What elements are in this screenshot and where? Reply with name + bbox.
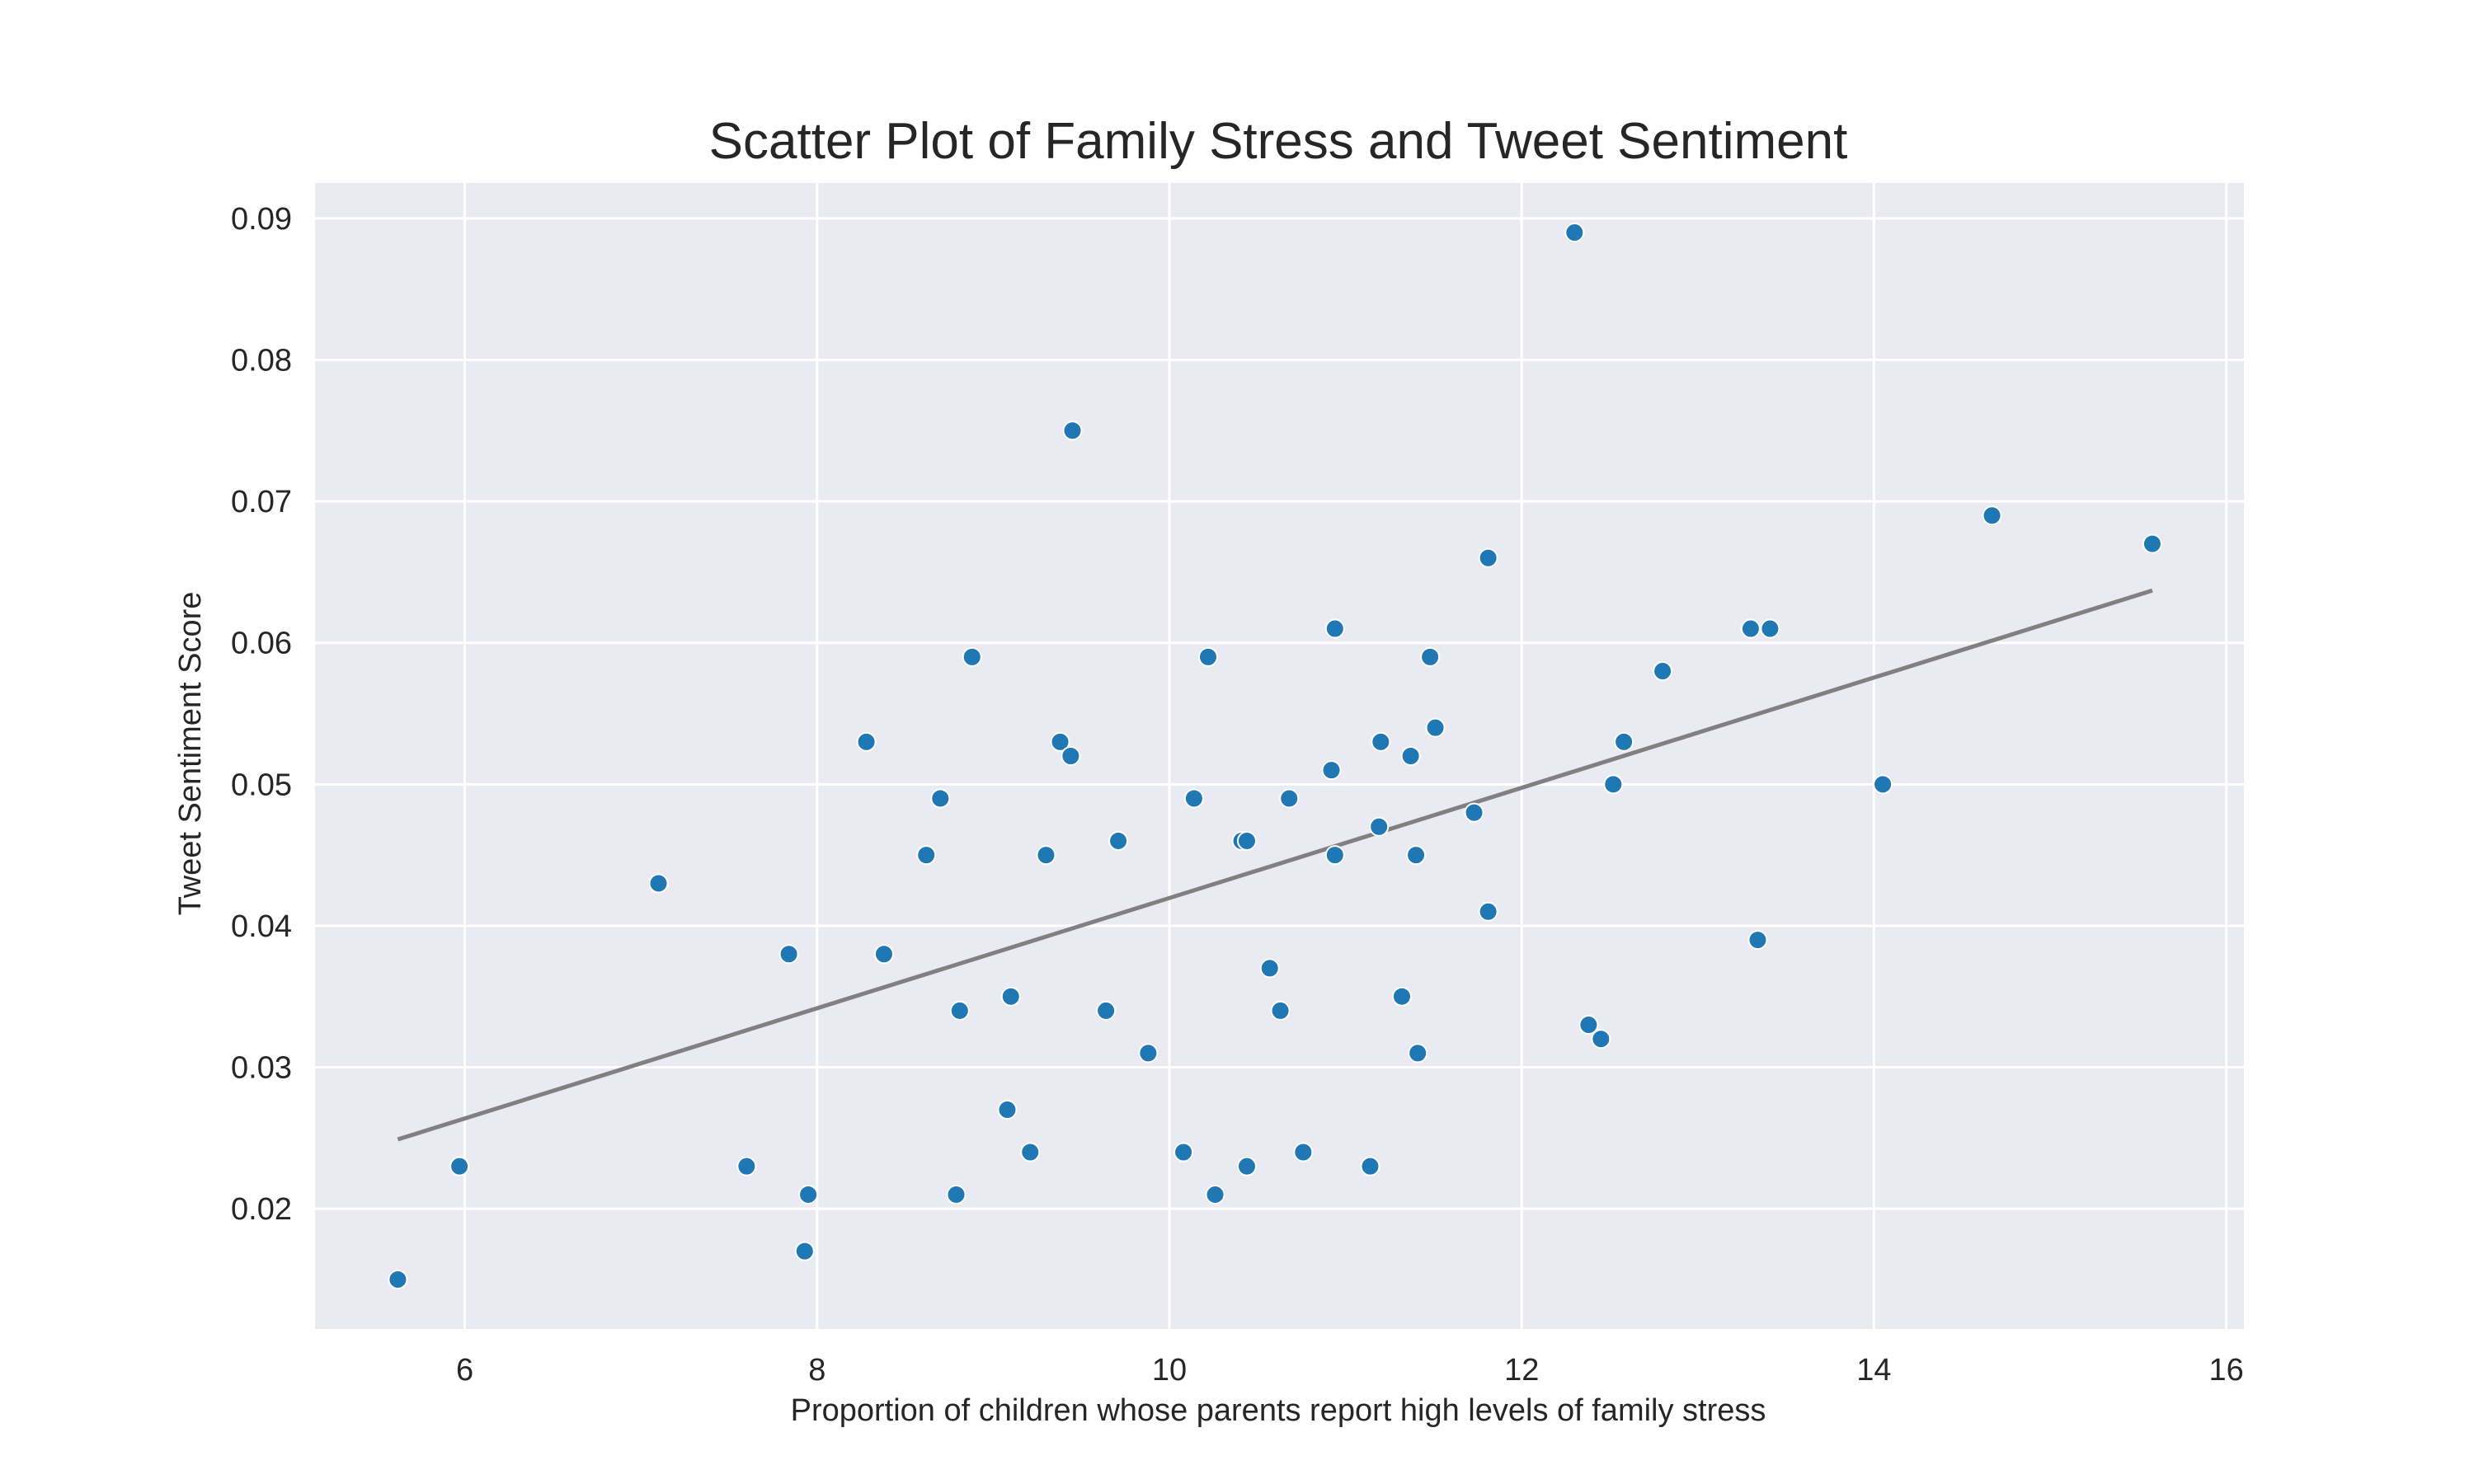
data-point	[648, 873, 669, 894]
data-point	[1391, 986, 1412, 1007]
data-point	[916, 845, 937, 866]
data-point	[1321, 760, 1342, 781]
chart-title: Scatter Plot of Family Stress and Tweet …	[709, 113, 1848, 170]
data-point	[1205, 1184, 1225, 1205]
data-point	[1050, 731, 1070, 752]
data-point	[1982, 505, 2002, 526]
x-tick-label: 14	[1856, 1353, 1891, 1388]
data-point	[1614, 731, 1634, 752]
data-point	[1108, 830, 1129, 851]
y-tick-label: 0.02	[231, 1192, 292, 1227]
data-point	[1408, 1043, 1428, 1064]
y-tick-label: 0.08	[231, 344, 292, 378]
data-point	[1760, 618, 1780, 639]
data-point	[1279, 788, 1300, 809]
data-point	[930, 788, 951, 809]
data-point	[449, 1156, 470, 1176]
data-point	[388, 1269, 408, 1289]
y-tick-label: 0.04	[231, 909, 292, 944]
plot-area	[315, 183, 2244, 1329]
data-point	[1324, 618, 1345, 639]
y-tick-label: 0.03	[231, 1051, 292, 1086]
data-point	[1183, 788, 1204, 809]
data-point	[1747, 930, 1768, 951]
data-point	[1591, 1029, 1611, 1050]
x-axis-label: Proportion of children whose parents rep…	[791, 1393, 1766, 1428]
x-tick-label: 16	[2208, 1353, 2243, 1388]
trend-line	[397, 588, 2153, 1142]
x-tick-labels: 6 8 10 12 14 16	[456, 1353, 2244, 1388]
y-tick-label: 0.07	[231, 485, 292, 519]
trend-line-group	[397, 588, 2153, 1142]
y-tick-label: 0.05	[231, 768, 292, 802]
data-points	[388, 223, 2162, 1289]
grid-lines	[315, 183, 2244, 1329]
data-point	[1293, 1142, 1314, 1162]
data-point	[962, 646, 982, 667]
x-tick-label: 6	[456, 1353, 473, 1388]
data-point	[1096, 1000, 1117, 1021]
data-point	[997, 1100, 1018, 1120]
y-tick-label: 0.06	[231, 627, 292, 661]
data-point	[1406, 845, 1427, 866]
data-point	[1138, 1043, 1159, 1064]
data-point	[794, 1241, 815, 1261]
data-point	[856, 731, 877, 752]
y-axis-label: Tweet Sentiment Score	[173, 592, 208, 916]
data-point	[1000, 986, 1021, 1007]
data-point	[1197, 646, 1218, 667]
data-point	[1236, 830, 1257, 851]
data-point	[2142, 533, 2162, 554]
data-point	[1061, 746, 1081, 766]
data-point	[1420, 646, 1441, 667]
data-point	[1603, 774, 1624, 795]
data-point	[1270, 1000, 1291, 1021]
data-point	[778, 944, 799, 965]
data-point	[1425, 717, 1446, 738]
data-point	[1036, 845, 1056, 866]
data-point	[946, 1184, 967, 1205]
x-tick-label: 10	[1152, 1353, 1187, 1388]
data-point	[798, 1184, 819, 1205]
data-point	[1464, 802, 1484, 823]
data-point	[1478, 901, 1498, 922]
y-tick-label: 0.09	[231, 202, 292, 237]
data-point	[736, 1156, 757, 1176]
data-point	[1564, 223, 1585, 243]
data-point	[1478, 547, 1498, 568]
data-point	[873, 944, 894, 965]
data-point	[1259, 958, 1280, 979]
data-point	[1360, 1156, 1380, 1176]
x-tick-label: 8	[808, 1353, 825, 1388]
data-point	[1369, 816, 1390, 837]
data-point	[1400, 746, 1421, 766]
data-point	[1578, 1015, 1599, 1036]
data-point	[1174, 1142, 1194, 1162]
data-point	[1236, 1156, 1257, 1176]
data-point	[1020, 1142, 1041, 1162]
data-point	[1873, 774, 1893, 795]
data-point	[1324, 845, 1345, 866]
data-point	[1371, 731, 1391, 752]
y-tick-labels: 0.02 0.03 0.04 0.05 0.06 0.07 0.08 0.09	[231, 202, 292, 1227]
data-point	[1653, 661, 1673, 682]
data-point	[1740, 618, 1761, 639]
data-point	[1062, 420, 1083, 441]
x-tick-label: 12	[1504, 1353, 1539, 1388]
data-point	[949, 1000, 970, 1021]
